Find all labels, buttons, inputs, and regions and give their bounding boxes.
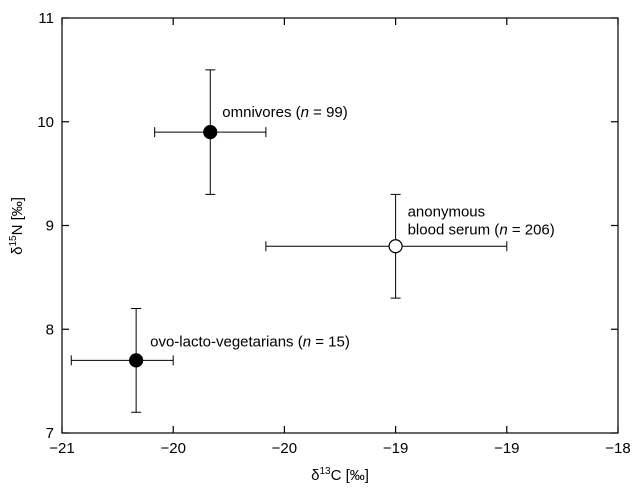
x-tick-label: −19 bbox=[383, 440, 408, 457]
data-point bbox=[203, 125, 218, 140]
x-tick-label: −19 bbox=[494, 440, 519, 457]
x-tick-label: −20 bbox=[160, 440, 185, 457]
y-axis-label: δ15N [‰] bbox=[8, 197, 26, 255]
point-label: omnivores (n = 99) bbox=[222, 104, 347, 121]
x-axis-label: δ13C [‰] bbox=[311, 466, 369, 484]
y-tick-label: 11 bbox=[38, 10, 54, 27]
x-tick-label: −20 bbox=[272, 440, 297, 457]
y-tick-label: 10 bbox=[37, 114, 54, 131]
data-point bbox=[388, 239, 403, 254]
y-tick-label: 7 bbox=[46, 425, 54, 442]
y-tick-label: 8 bbox=[46, 321, 54, 338]
y-tick-label: 9 bbox=[46, 218, 54, 235]
x-tick-label: −18 bbox=[605, 440, 630, 457]
data-points bbox=[129, 125, 403, 368]
point-label: blood serum (n = 206) bbox=[408, 221, 555, 238]
axis-ticks: −21 −20 −20 −19 −19 −18 7 8 9 10 11 bbox=[37, 10, 630, 457]
point-label: anonymous bbox=[408, 203, 486, 220]
point-label: ovo-lacto-vegetarians (n = 15) bbox=[150, 333, 350, 350]
x-tick-label: −21 bbox=[49, 440, 74, 457]
data-point bbox=[129, 353, 144, 368]
